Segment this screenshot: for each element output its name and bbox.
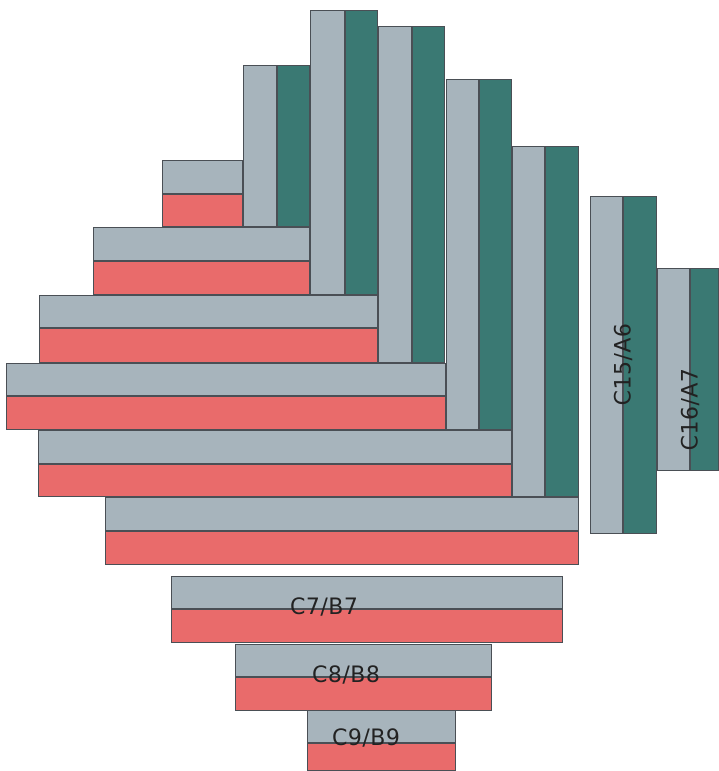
col-1-gray-strip: [243, 65, 277, 227]
col-c15-a6-gray-strip: [590, 196, 623, 534]
row-c9-b9-red-strip: [307, 743, 456, 771]
col-3-teal-strip: [412, 26, 445, 363]
row-c8-b8-red-strip: [235, 677, 492, 711]
label-c9-b9: C9/B9: [332, 726, 401, 751]
row-2-red-strip: [93, 261, 310, 295]
col-3-gray-strip: [378, 26, 412, 363]
row-1-gray-strip: [162, 160, 243, 194]
row-6-red-strip: [105, 531, 579, 565]
label-c16-a7: C16/A7: [678, 367, 704, 451]
row-1-red-strip: [162, 194, 243, 227]
row-c7-b7-red-strip: [171, 609, 563, 643]
row-5-red-strip: [38, 464, 512, 497]
col-1-teal-strip: [277, 65, 310, 227]
row-c9-b9-gray-strip: [307, 710, 456, 743]
col-5-gray-strip: [512, 146, 545, 497]
col-c15-a6-teal-strip: [623, 196, 657, 534]
row-6-gray-strip: [105, 497, 579, 531]
label-c8-b8: C8/B8: [312, 663, 381, 688]
row-c8-b8-gray-strip: [235, 644, 492, 677]
row-4-gray-strip: [6, 363, 446, 396]
row-4-red-strip: [6, 396, 446, 430]
label-c7-b7: C7/B7: [290, 595, 359, 620]
col-4-gray-strip: [446, 79, 479, 430]
col-4-teal-strip: [479, 79, 512, 430]
row-3-gray-strip: [39, 295, 378, 328]
col-c16-a7-gray-strip: [657, 268, 690, 471]
label-c15-a6: C15/A6: [611, 322, 637, 406]
row-5-gray-strip: [38, 430, 512, 464]
row-3-red-strip: [39, 328, 378, 363]
row-c7-b7-gray-strip: [171, 576, 563, 609]
row-2-gray-strip: [93, 227, 310, 261]
col-2-teal-strip: [345, 10, 378, 295]
col-2-gray-strip: [310, 10, 345, 295]
col-5-teal-strip: [545, 146, 579, 497]
